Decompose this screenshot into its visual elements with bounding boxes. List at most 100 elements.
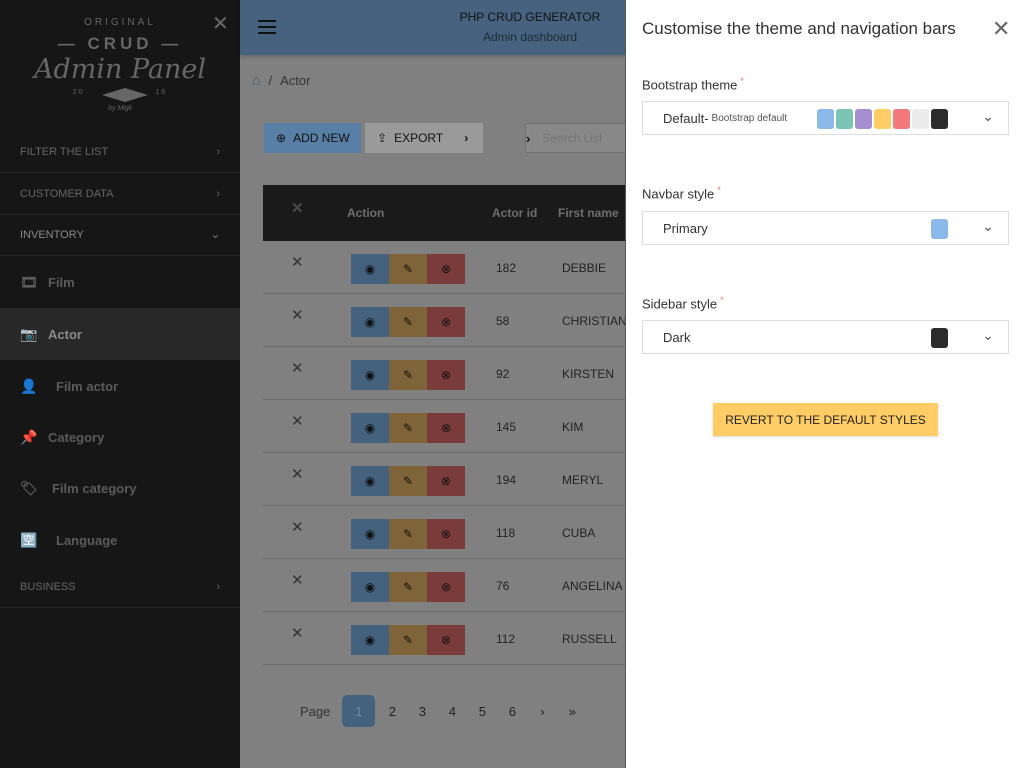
app-subtitle: Admin dashboard — [482, 30, 578, 44]
revert-default-styles-button[interactable]: REVERT TO THE DEFAULT STYLES — [713, 403, 938, 436]
sidebar-item-film-actor[interactable]: 👤 Film actor — [20, 377, 119, 394]
delete-button[interactable]: ⊗ — [427, 519, 465, 549]
times-circle-icon: ⊗ — [440, 527, 452, 541]
chevron-right-icon: › — [216, 580, 220, 593]
chevron-down-icon: ⌄ — [210, 229, 220, 241]
select-row-icon[interactable]: ✕ — [291, 413, 304, 430]
page-2-button[interactable]: 2 — [388, 703, 396, 719]
pencil-icon: ✎ — [402, 315, 414, 329]
edit-button[interactable]: ✎ — [389, 625, 427, 655]
chevron-down-icon: ⌄ — [982, 218, 994, 234]
table-row: ✕ ◉ ✎ ⊗ 58 CHRISTIAN — [263, 294, 627, 347]
pencil-icon: ✎ — [402, 368, 414, 382]
sidebar-section-business[interactable]: BUSINESS › — [0, 566, 240, 608]
select-row-icon[interactable]: ✕ — [291, 519, 304, 536]
view-button[interactable]: ◉ — [351, 360, 389, 390]
actor-table: ✕ Action Actor id First name ✕ ◉ ✎ ⊗ 182 D… — [263, 185, 627, 665]
edit-button[interactable]: ✎ — [389, 360, 427, 390]
search-filter-toggle[interactable]: › — [526, 124, 531, 152]
table-row: ✕ ◉ ✎ ⊗ 182 DEBBIE — [263, 241, 625, 294]
table-row: ✕ ◉ ✎ ⊗ 92 KIRSTEN — [263, 347, 625, 400]
view-button[interactable]: ◉ — [351, 307, 389, 337]
last-page-button[interactable]: » — [568, 703, 576, 719]
delete-button[interactable]: ⊗ — [427, 254, 465, 284]
select-row-icon[interactable]: ✕ — [291, 360, 304, 377]
film-icon: 🎞 — [20, 273, 38, 290]
edit-button[interactable]: ✎ — [389, 519, 427, 549]
add-new-button[interactable]: ⊕ ADD NEW — [264, 123, 361, 153]
sidebar-style-select[interactable]: Dark ⌄ — [642, 320, 1009, 354]
edit-button[interactable]: ✎ — [389, 466, 427, 496]
close-icon[interactable]: ✕ — [992, 16, 1011, 41]
page-3-button[interactable]: 3 — [418, 703, 426, 719]
next-page-button[interactable]: › — [540, 703, 545, 719]
times-circle-icon: ⊗ — [440, 368, 452, 382]
delete-button[interactable]: ⊗ — [427, 625, 465, 655]
select-row-icon[interactable]: ✕ — [291, 572, 304, 589]
edit-button[interactable]: ✎ — [389, 572, 427, 602]
times-circle-icon: ⊗ — [440, 580, 452, 594]
delete-button[interactable]: ⊗ — [427, 307, 465, 337]
hamburger-menu-icon[interactable] — [258, 20, 276, 34]
select-all-icon[interactable]: ✕ — [291, 200, 304, 217]
chevron-right-icon: › — [216, 187, 220, 200]
actor-id: 76 — [496, 579, 510, 593]
page-5-button[interactable]: 5 — [478, 703, 486, 719]
pencil-icon: ✎ — [402, 633, 414, 647]
select-row-icon[interactable]: ✕ — [291, 307, 304, 324]
view-button[interactable]: ◉ — [351, 519, 389, 549]
chevron-down-icon: ⌄ — [982, 327, 994, 343]
bootstrap-theme-select[interactable]: Default- Bootstrap default ⌄ — [642, 101, 1009, 135]
navbar-style-select[interactable]: Primary ⌄ — [642, 211, 1009, 245]
delete-button[interactable]: ⊗ — [427, 360, 465, 390]
sidebar-item-film-category[interactable]: 🏷 Film category — [20, 479, 137, 496]
table-row: ✕ ◉ ✎ ⊗ 194 MERYL — [263, 453, 625, 506]
edit-button[interactable]: ✎ — [389, 307, 427, 337]
panel-title: Customise the theme and navigation bars — [642, 19, 956, 38]
delete-button[interactable]: ⊗ — [427, 572, 465, 602]
close-sidebar-icon[interactable]: ✕ — [212, 13, 229, 35]
actor-id: 118 — [496, 526, 516, 540]
page-1-button[interactable]: 1 — [342, 695, 376, 727]
table-row: ✕ ◉ ✎ ⊗ 118 CUBA — [263, 506, 625, 559]
select-row-icon[interactable]: ✕ — [291, 625, 304, 642]
actor-id: 58 — [496, 314, 510, 328]
breadcrumb-current: Actor — [280, 72, 311, 88]
view-button[interactable]: ◉ — [351, 254, 389, 284]
times-circle-icon: ⊗ — [440, 421, 452, 435]
first-name: MERYL — [562, 473, 604, 487]
page-4-button[interactable]: 4 — [448, 703, 456, 719]
pin-icon: 📌 — [20, 428, 38, 445]
home-icon[interactable]: ⌂ — [252, 72, 261, 88]
view-button[interactable]: ◉ — [351, 625, 389, 655]
sidebar-section-filter[interactable]: FILTER THE LIST › — [0, 131, 240, 173]
view-button[interactable]: ◉ — [351, 466, 389, 496]
view-button[interactable]: ◉ — [351, 413, 389, 443]
sidebar-section-customer-data[interactable]: CUSTOMER DATA › — [0, 173, 240, 215]
sidebar-item-film[interactable]: 🎞 Film — [20, 273, 75, 290]
user-tag-icon: 👤 — [20, 377, 38, 394]
first-name: CHRISTIAN — [562, 314, 627, 328]
times-circle-icon: ⊗ — [440, 474, 452, 488]
first-name: RUSSELL — [562, 632, 617, 646]
eye-icon: ◉ — [364, 421, 376, 435]
select-row-icon[interactable]: ✕ — [291, 254, 304, 271]
delete-button[interactable]: ⊗ — [427, 466, 465, 496]
edit-button[interactable]: ✎ — [389, 413, 427, 443]
times-circle-icon: ⊗ — [440, 315, 452, 329]
color-swatch — [931, 109, 948, 129]
export-button[interactable]: ⇪ EXPORT › — [365, 123, 483, 153]
color-swatch — [855, 109, 872, 129]
sidebar-item-actor[interactable]: 📷 Actor — [0, 308, 240, 360]
sidebar-section-inventory[interactable]: INVENTORY ⌄ — [0, 214, 240, 256]
table-row: ✕ ◉ ✎ ⊗ 145 KIM — [263, 400, 625, 453]
table-row: ✕ ◉ ✎ ⊗ 76 ANGELINA — [263, 559, 625, 612]
edit-button[interactable]: ✎ — [389, 254, 427, 284]
page-6-button[interactable]: 6 — [508, 703, 516, 719]
sidebar-item-category[interactable]: 📌 Category — [20, 428, 105, 445]
delete-button[interactable]: ⊗ — [427, 413, 465, 443]
sidebar-item-language[interactable]: 🈳 Language — [20, 531, 118, 548]
select-row-icon[interactable]: ✕ — [291, 466, 304, 483]
view-button[interactable]: ◉ — [351, 572, 389, 602]
